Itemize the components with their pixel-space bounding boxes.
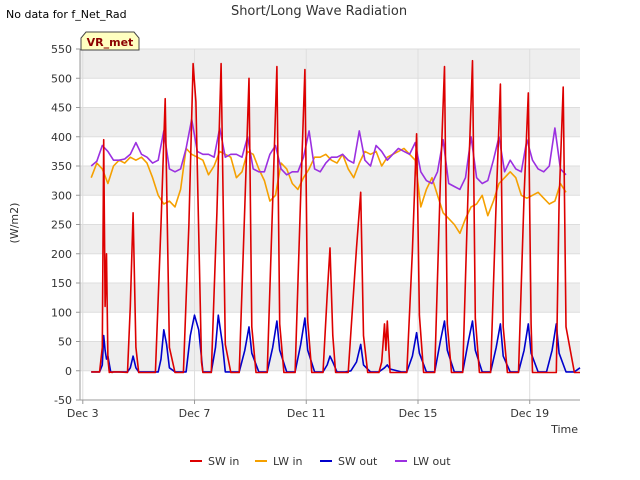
plot-background-bands xyxy=(80,49,580,371)
series-line-lw-in xyxy=(90,147,567,235)
y-tick-label: 550 xyxy=(51,43,72,56)
y-tick-label: 450 xyxy=(51,102,72,115)
x-tick-label: Dec 19 xyxy=(510,407,549,420)
y-tick-label: 500 xyxy=(51,72,72,85)
y-tick-label: 100 xyxy=(51,306,72,319)
background-band xyxy=(80,107,580,137)
x-tick-label: Dec 3 xyxy=(67,407,99,420)
series-line-sw-in xyxy=(91,59,580,374)
y-tick-label: 200 xyxy=(51,248,72,261)
series-layer xyxy=(90,59,581,374)
background-band xyxy=(80,283,580,313)
legend-item-sw-out: SW out xyxy=(320,455,378,468)
x-axis-label: Time xyxy=(550,423,578,436)
chart-title: Short/Long Wave Radiation xyxy=(231,4,407,19)
y-tick-label: 50 xyxy=(58,336,72,349)
legend-label: LW out xyxy=(413,455,451,468)
legend-label: SW out xyxy=(338,455,378,468)
y-axis-ticks: -50 0 50 100 150 200 250 300 350 400 450 500 550 xyxy=(51,43,80,407)
station-badge: VR_met xyxy=(80,31,140,51)
background-band xyxy=(80,49,580,79)
x-tick-label: Dec 11 xyxy=(287,407,326,420)
y-tick-label: 150 xyxy=(51,277,72,290)
x-axis-ticks: Dec 3 Dec 7 Dec 11 Dec 15 Dec 19 xyxy=(67,400,549,420)
y-tick-label: 300 xyxy=(51,189,72,202)
x-tick-label: Dec 7 xyxy=(179,407,211,420)
y-tick-label: 0 xyxy=(65,365,72,378)
legend-item-lw-out: LW out xyxy=(395,455,451,468)
legend: SW in LW in SW out LW out xyxy=(190,455,451,468)
series-line-lw-out xyxy=(90,118,567,191)
legend-item-sw-in: SW in xyxy=(190,455,239,468)
y-tick-label: -50 xyxy=(54,394,72,407)
no-data-note: No data for f_Net_Rad xyxy=(6,8,127,21)
badge-shape xyxy=(80,31,140,51)
legend-item-lw-in: LW in xyxy=(255,455,303,468)
x-tick-label: Dec 15 xyxy=(399,407,438,420)
y-tick-label: 400 xyxy=(51,131,72,144)
y-tick-label: 350 xyxy=(51,160,72,173)
y-axis-label: (W/m2) xyxy=(8,203,21,244)
legend-label: SW in xyxy=(208,455,239,468)
y-tick-label: 250 xyxy=(51,219,72,232)
badge-label: VR_met xyxy=(87,36,134,49)
legend-label: LW in xyxy=(273,455,303,468)
